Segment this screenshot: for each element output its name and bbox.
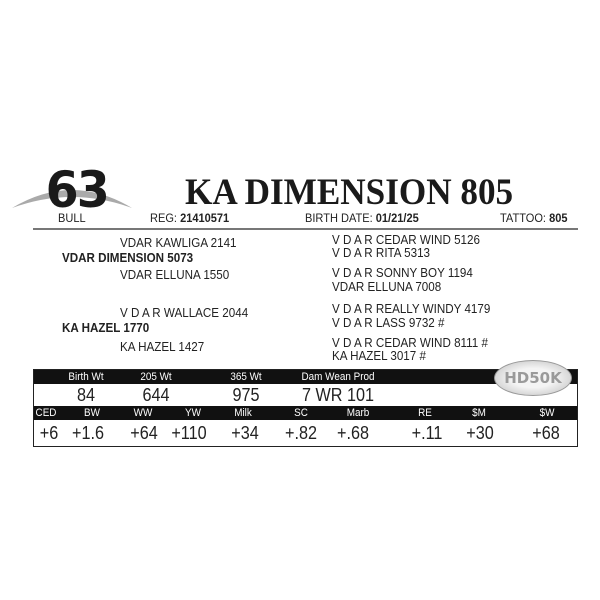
birth-date-value: 01/21/25 (375, 211, 419, 225)
epd-header-bw: BW (84, 407, 100, 419)
epd-header-milk: Milk (234, 407, 252, 419)
ggp-1: V D A R CEDAR WIND 5126 (332, 233, 480, 247)
epd-bw: +1.6 (72, 423, 104, 443)
dam-sire: V D A R WALLACE 2044 (120, 306, 249, 320)
value-365-wt: 975 (232, 385, 260, 405)
ggp-5: V D A R REALLY WINDY 4179 (332, 302, 491, 316)
performance-header: Birth Wt 205 Wt 365 Wt Dam Wean Prod (34, 370, 577, 384)
value-dam-wean-prod: 7 WR 101 (301, 385, 375, 405)
tattoo-value: 805 (549, 211, 568, 225)
dam-dam: KA HAZEL 1427 (120, 340, 205, 354)
epd-header-ced: CED (35, 407, 57, 419)
value-205-wt: 644 (142, 385, 170, 405)
sire-dam: VDAR ELLUNA 1550 (120, 268, 230, 282)
epd-header-re: RE (418, 407, 432, 419)
birth-date-label: BIRTH DATE: (305, 211, 373, 225)
hd50k-badge: HD50K (494, 360, 572, 396)
performance-table: Birth Wt 205 Wt 365 Wt Dam Wean Prod 84 … (33, 369, 578, 447)
value-birth-wt: 84 (76, 385, 96, 405)
swoosh-graphic (12, 190, 132, 208)
epd-milk: +34 (231, 423, 259, 443)
epd-header-yw: YW (185, 407, 201, 419)
sire: VDAR DIMENSION 5073 (62, 251, 194, 265)
ggp-4: VDAR ELLUNA 7008 (332, 280, 442, 294)
ggp-7: V D A R CEDAR WIND 8111 # (332, 336, 488, 350)
performance-values: 84 644 975 7 WR 101 (34, 385, 577, 405)
header-365-wt: 365 Wt (230, 371, 262, 383)
epd-marb: +.68 (337, 423, 369, 443)
epd-header-sc: SC (294, 407, 308, 419)
animal-name: KA DIMENSION 805 (185, 172, 514, 213)
tattoo-label: TATTOO: (500, 211, 546, 225)
ggp-6: V D A R LASS 9732 # (332, 316, 445, 330)
ggp-2: V D A R RITA 5313 (332, 246, 431, 260)
epd-header-m: $M (472, 407, 486, 419)
tattoo: TATTOO: 805 (500, 212, 568, 225)
epd-ced: +6 (39, 423, 59, 443)
header-dam-wean-prod: Dam Wean Prod (301, 371, 375, 383)
divider (33, 228, 578, 230)
lot-number: 63 (45, 161, 110, 219)
epd-w: +68 (532, 423, 560, 443)
dam: KA HAZEL 1770 (62, 321, 150, 335)
epd-ww: +64 (130, 423, 158, 443)
birth-date: BIRTH DATE: 01/21/25 (305, 212, 419, 225)
epd-header-w: $W (539, 407, 555, 419)
reg-number: 21410571 (180, 211, 230, 225)
epd-values: +6 +1.6 +64 +110 +34 +.82 +.68 +.11 +30 … (34, 423, 577, 443)
epd-header: CED BW WW YW Milk SC Marb RE $M $W (34, 406, 577, 420)
epd-header-marb: Marb (346, 407, 370, 419)
epd-m: +30 (466, 423, 494, 443)
sire-sire: VDAR KAWLIGA 2141 (120, 236, 237, 250)
epd-yw: +110 (171, 423, 207, 443)
registration: REG: 21410571 (150, 212, 229, 225)
header-birth-wt: Birth Wt (68, 371, 104, 383)
header-205-wt: 205 Wt (140, 371, 172, 383)
epd-sc: +.82 (285, 423, 317, 443)
animal-type: BULL (58, 211, 86, 225)
ggp-3: V D A R SONNY BOY 1194 (332, 266, 473, 280)
epd-re: +.11 (411, 423, 443, 443)
epd-header-ww: WW (133, 407, 153, 419)
reg-label: REG: (150, 211, 177, 225)
ggp-8: KA HAZEL 3017 # (332, 349, 426, 363)
